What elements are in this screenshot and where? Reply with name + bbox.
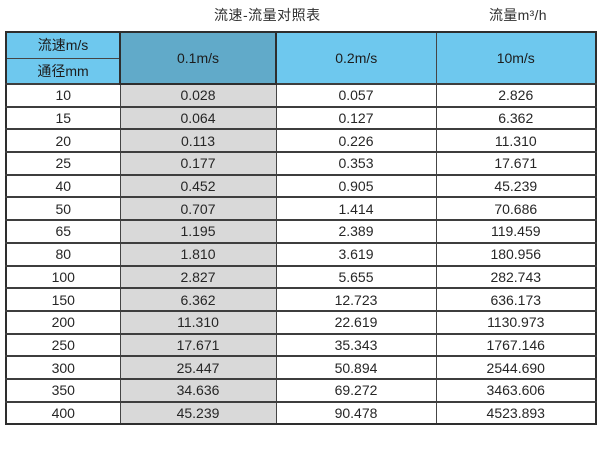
diameter-cell: 200 (5, 309, 121, 335)
column-header-0-1ms: 0.1m/s (119, 31, 277, 85)
column-header-10ms: 10m/s (435, 31, 597, 85)
flow-value-0-2ms-cell: 50.894 (275, 355, 437, 380)
diameter-cell: 40 (5, 173, 121, 198)
diameter-cell: 25 (5, 151, 121, 176)
diameter-cell: 20 (5, 128, 121, 153)
table-row: 200 11.310 22.619 1130.973 (5, 309, 597, 335)
table-row: 150 6.362 12.723 636.173 (5, 287, 597, 312)
flow-value-0-1ms-cell: 11.310 (119, 309, 277, 335)
diameter-cell: 100 (5, 264, 121, 289)
flow-value-0-2ms-cell: 0.057 (275, 83, 437, 108)
table-row: 25 0.177 0.353 17.671 (5, 151, 597, 176)
flow-value-0-1ms-cell: 0.707 (119, 196, 277, 221)
flow-value-0-2ms-cell: 69.272 (275, 377, 437, 403)
diameter-cell: 15 (5, 105, 121, 130)
caption-bar: 流速-流量对照表 流量m³/h (0, 0, 600, 31)
diameter-cell: 150 (5, 287, 121, 312)
diameter-cell: 350 (5, 377, 121, 403)
flow-value-0-2ms-cell: 12.723 (275, 287, 437, 312)
flow-value-0-2ms-cell: 90.478 (275, 400, 437, 425)
diameter-cell: 400 (5, 400, 121, 425)
diameter-cell: 50 (5, 196, 121, 221)
flow-value-0-1ms-cell: 45.239 (119, 400, 277, 425)
flow-value-0-1ms-cell: 0.113 (119, 128, 277, 153)
flow-value-10ms-cell: 17.671 (435, 151, 597, 176)
table-header: 流速m/s 0.1m/s 0.2m/s 10m/s 通径mm (5, 31, 597, 85)
flow-value-10ms-cell: 2544.690 (435, 355, 597, 380)
flow-value-10ms-cell: 180.956 (435, 241, 597, 266)
flow-value-0-1ms-cell: 1.810 (119, 241, 277, 266)
table-row: 65 1.195 2.389 119.459 (5, 219, 597, 244)
flow-value-0-2ms-cell: 0.353 (275, 151, 437, 176)
table-row: 250 17.671 35.343 1767.146 (5, 332, 597, 357)
diameter-cell: 65 (5, 219, 121, 244)
flow-value-0-2ms-cell: 0.127 (275, 105, 437, 130)
table-row: 20 0.113 0.226 11.310 (5, 128, 597, 153)
flow-value-0-2ms-cell: 1.414 (275, 196, 437, 221)
diameter-cell: 10 (5, 83, 121, 108)
flow-value-10ms-cell: 119.459 (435, 219, 597, 244)
table-body: 10 0.028 0.057 2.826 15 0.064 0.127 6.362 20 0.11… (5, 83, 597, 425)
corner-velocity-label: 流速m/s (5, 31, 121, 59)
diameter-cell: 250 (5, 332, 121, 357)
table-row: 400 45.239 90.478 4523.893 (5, 400, 597, 425)
header-row-top: 流速m/s 0.1m/s 0.2m/s 10m/s (5, 31, 597, 85)
flow-value-0-1ms-cell: 34.636 (119, 377, 277, 403)
flow-value-0-1ms-cell: 17.671 (119, 332, 277, 357)
table-row: 40 0.452 0.905 45.239 (5, 173, 597, 198)
table-row: 50 0.707 1.414 70.686 (5, 196, 597, 221)
table-row: 10 0.028 0.057 2.826 (5, 83, 597, 108)
flow-value-10ms-cell: 4523.893 (435, 400, 597, 425)
flow-value-0-1ms-cell: 0.028 (119, 83, 277, 108)
flow-value-10ms-cell: 2.826 (435, 83, 597, 108)
flow-value-0-1ms-cell: 0.064 (119, 105, 277, 130)
velocity-flow-table: 流速m/s 0.1m/s 0.2m/s 10m/s 通径mm 10 0.028 0.… (5, 31, 597, 426)
table-row: 15 0.064 0.127 6.362 (5, 105, 597, 130)
flow-value-0-2ms-cell: 5.655 (275, 264, 437, 289)
flow-value-0-1ms-cell: 2.827 (119, 264, 277, 289)
table-row: 300 25.447 50.894 2544.690 (5, 355, 597, 380)
table-row: 100 2.827 5.655 282.743 (5, 264, 597, 289)
flow-value-0-2ms-cell: 0.226 (275, 128, 437, 153)
page-title: 流速-流量对照表 (214, 7, 321, 23)
flow-value-0-2ms-cell: 35.343 (275, 332, 437, 357)
corner-diameter-label: 通径mm (5, 57, 121, 85)
table-row: 350 34.636 69.272 3463.606 (5, 377, 597, 403)
flow-value-10ms-cell: 11.310 (435, 128, 597, 153)
flow-value-0-1ms-cell: 6.362 (119, 287, 277, 312)
diameter-cell: 80 (5, 241, 121, 266)
flow-value-0-1ms-cell: 25.447 (119, 355, 277, 380)
flow-value-0-1ms-cell: 0.452 (119, 173, 277, 198)
flow-value-0-1ms-cell: 0.177 (119, 151, 277, 176)
flow-value-10ms-cell: 3463.606 (435, 377, 597, 403)
flow-value-0-2ms-cell: 22.619 (275, 309, 437, 335)
flow-value-0-2ms-cell: 0.905 (275, 173, 437, 198)
flow-unit-label: 流量m³/h (489, 7, 547, 23)
flow-value-10ms-cell: 1130.973 (435, 309, 597, 335)
flow-value-0-1ms-cell: 1.195 (119, 219, 277, 244)
flow-value-0-2ms-cell: 2.389 (275, 219, 437, 244)
flow-value-10ms-cell: 636.173 (435, 287, 597, 312)
flow-value-10ms-cell: 282.743 (435, 264, 597, 289)
flow-value-10ms-cell: 1767.146 (435, 332, 597, 357)
header-row-bottom: 通径mm (5, 57, 596, 85)
diameter-cell: 300 (5, 355, 121, 380)
flow-value-10ms-cell: 6.362 (435, 105, 597, 130)
flow-value-0-2ms-cell: 3.619 (275, 241, 437, 266)
flow-value-10ms-cell: 70.686 (435, 196, 597, 221)
flow-value-10ms-cell: 45.239 (435, 173, 597, 198)
column-header-0-2ms: 0.2m/s (275, 31, 437, 85)
table-row: 80 1.810 3.619 180.956 (5, 241, 597, 266)
